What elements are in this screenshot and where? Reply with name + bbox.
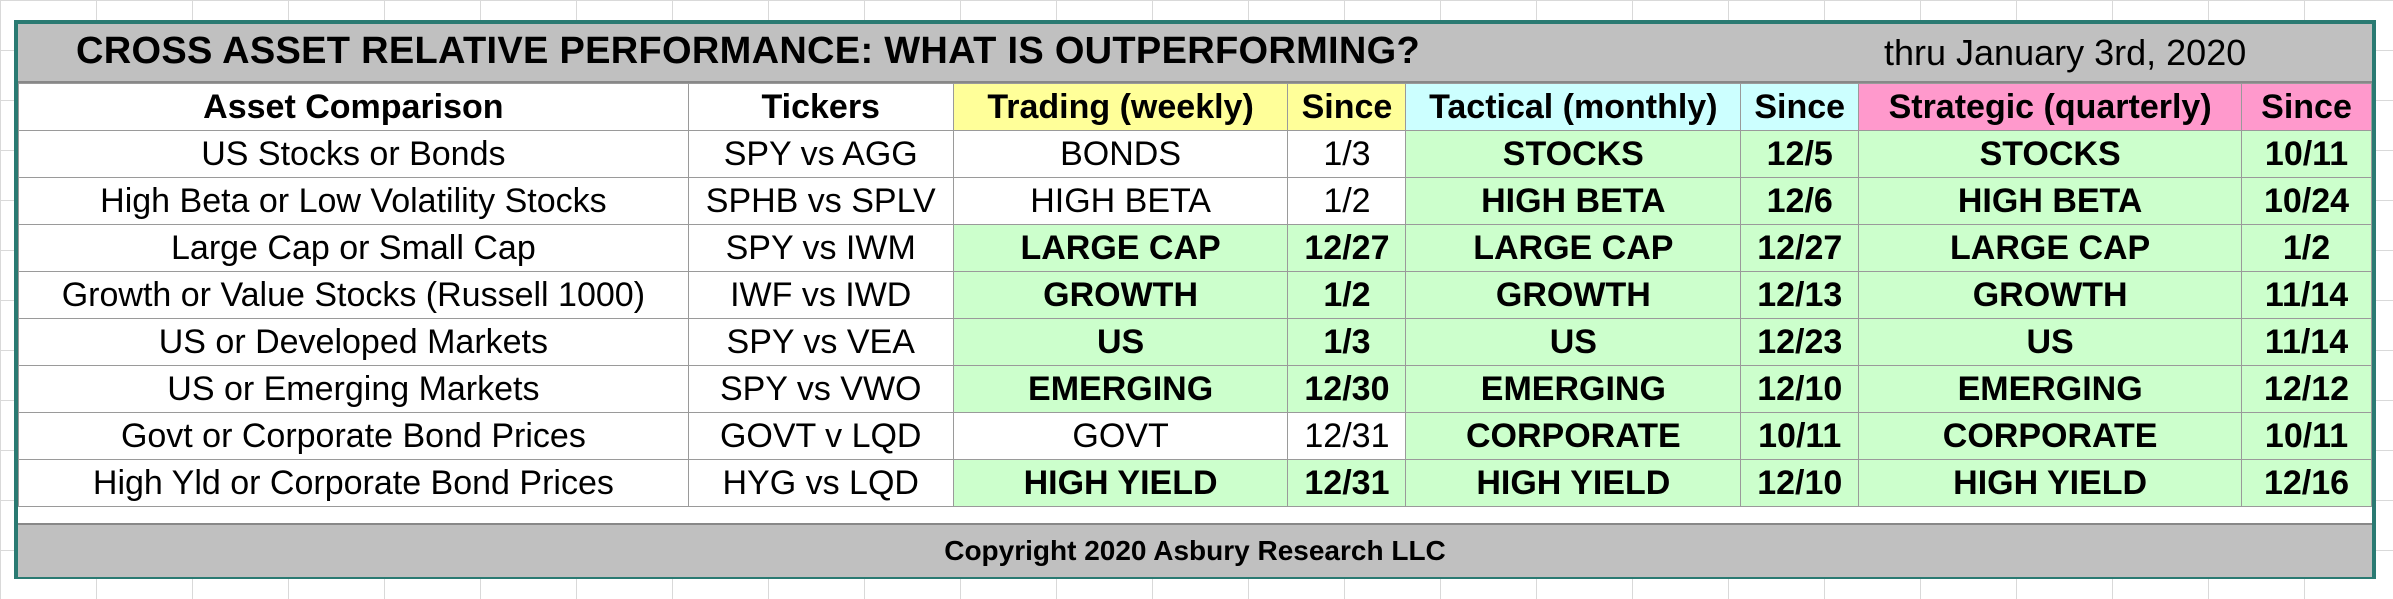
strategic-signal-cell: CORPORATE (1858, 412, 2243, 460)
performance-table: Asset Comparison Tickers Trading (weekly… (18, 83, 2372, 507)
strategic-since-cell: 1/2 (2241, 224, 2372, 272)
table-row: US or Emerging Markets SPY vs VWO EMERGING… (18, 365, 2372, 413)
title-bar: CROSS ASSET RELATIVE PERFORMANCE: WHAT I… (18, 24, 2372, 83)
tickers-cell: SPY vs VWO (687, 365, 954, 413)
header-tickers: Tickers (687, 83, 954, 131)
tactical-since-cell: 12/13 (1740, 271, 1860, 319)
asset-comparison-cell: Growth or Value Stocks (Russell 1000) (18, 271, 689, 319)
header-strategic-since: Since (2241, 83, 2372, 131)
trading-since-cell: 1/3 (1287, 130, 1407, 178)
tactical-since-cell: 12/6 (1740, 177, 1860, 225)
strategic-since-cell: 11/14 (2241, 271, 2372, 319)
tactical-since-cell: 12/10 (1740, 459, 1860, 507)
footer-bar: Copyright 2020 Asbury Research LLC (18, 523, 2372, 577)
trading-since-cell: 1/2 (1287, 271, 1407, 319)
tactical-since-cell: 12/27 (1740, 224, 1860, 272)
tickers-cell: SPY vs IWM (687, 224, 954, 272)
tickers-cell: SPHB vs SPLV (687, 177, 954, 225)
trading-signal-cell: HIGH YIELD (952, 459, 1289, 507)
asset-comparison-cell: Govt or Corporate Bond Prices (18, 412, 689, 460)
strategic-since-cell: 12/16 (2241, 459, 2372, 507)
header-row: Asset Comparison Tickers Trading (weekly… (18, 83, 2372, 131)
strategic-signal-cell: GROWTH (1858, 271, 2243, 319)
table-row: Large Cap or Small Cap SPY vs IWM LARGE CA… (18, 224, 2372, 272)
asset-comparison-cell: US or Developed Markets (18, 318, 689, 366)
table-body: US Stocks or Bonds SPY vs AGG BONDS 1/3 STOC… (18, 130, 2372, 507)
header-trading: Trading (weekly) (952, 83, 1289, 131)
trading-since-cell: 12/31 (1287, 412, 1407, 460)
strategic-since-cell: 10/24 (2241, 177, 2372, 225)
table-row: Govt or Corporate Bond Prices GOVT v LQD G… (18, 412, 2372, 460)
trading-signal-cell: EMERGING (952, 365, 1289, 413)
asset-comparison-cell: Large Cap or Small Cap (18, 224, 689, 272)
table-row: High Beta or Low Volatility Stocks SPHB v… (18, 177, 2372, 225)
table-row: US or Developed Markets SPY vs VEA US 1/3 US… (18, 318, 2372, 366)
trading-signal-cell: US (952, 318, 1289, 366)
tickers-cell: GOVT v LQD (687, 412, 954, 460)
table-row: Growth or Value Stocks (Russell 1000) IWF… (18, 271, 2372, 319)
tickers-cell: SPY vs AGG (687, 130, 954, 178)
header-tactical-since: Since (1740, 83, 1860, 131)
trading-signal-cell: GOVT (952, 412, 1289, 460)
table-row: US Stocks or Bonds SPY vs AGG BONDS 1/3 STOC… (18, 130, 2372, 178)
strategic-since-cell: 12/12 (2241, 365, 2372, 413)
trading-signal-cell: HIGH BETA (952, 177, 1289, 225)
tactical-since-cell: 12/10 (1740, 365, 1860, 413)
asset-comparison-cell: US or Emerging Markets (18, 365, 689, 413)
trading-since-cell: 1/3 (1287, 318, 1407, 366)
strategic-signal-cell: EMERGING (1858, 365, 2243, 413)
header-asset-comparison: Asset Comparison (18, 83, 689, 131)
trading-since-cell: 12/27 (1287, 224, 1407, 272)
tickers-cell: SPY vs VEA (687, 318, 954, 366)
tactical-signal-cell: LARGE CAP (1405, 224, 1742, 272)
tactical-signal-cell: EMERGING (1405, 365, 1742, 413)
header-tactical: Tactical (monthly) (1405, 83, 1742, 131)
tactical-signal-cell: US (1405, 318, 1742, 366)
performance-panel: CROSS ASSET RELATIVE PERFORMANCE: WHAT I… (14, 20, 2376, 579)
tactical-signal-cell: HIGH YIELD (1405, 459, 1742, 507)
trading-signal-cell: GROWTH (952, 271, 1289, 319)
strategic-signal-cell: US (1858, 318, 2243, 366)
as-of-date: thru January 3rd, 2020 (1884, 32, 2247, 73)
trading-since-cell: 12/30 (1287, 365, 1407, 413)
asset-comparison-cell: US Stocks or Bonds (18, 130, 689, 178)
asset-comparison-cell: High Beta or Low Volatility Stocks (18, 177, 689, 225)
trading-since-cell: 12/31 (1287, 459, 1407, 507)
strategic-since-cell: 10/11 (2241, 130, 2372, 178)
tactical-since-cell: 10/11 (1740, 412, 1860, 460)
tickers-cell: IWF vs IWD (687, 271, 954, 319)
table-row: High Yld or Corporate Bond Prices HYG vs … (18, 459, 2372, 507)
tactical-signal-cell: CORPORATE (1405, 412, 1742, 460)
asset-comparison-cell: High Yld or Corporate Bond Prices (18, 459, 689, 507)
tactical-since-cell: 12/5 (1740, 130, 1860, 178)
tactical-signal-cell: HIGH BETA (1405, 177, 1742, 225)
header-trading-since: Since (1287, 83, 1407, 131)
strategic-signal-cell: HIGH YIELD (1858, 459, 2243, 507)
trading-since-cell: 1/2 (1287, 177, 1407, 225)
tactical-signal-cell: STOCKS (1405, 130, 1742, 178)
tactical-since-cell: 12/23 (1740, 318, 1860, 366)
header-strategic: Strategic (quarterly) (1858, 83, 2243, 131)
strategic-signal-cell: HIGH BETA (1858, 177, 2243, 225)
tactical-signal-cell: GROWTH (1405, 271, 1742, 319)
strategic-since-cell: 11/14 (2241, 318, 2372, 366)
trading-signal-cell: LARGE CAP (952, 224, 1289, 272)
strategic-signal-cell: LARGE CAP (1858, 224, 2243, 272)
copyright-text: Copyright 2020 Asbury Research LLC (944, 535, 1446, 566)
page-title: CROSS ASSET RELATIVE PERFORMANCE: WHAT I… (76, 30, 1420, 72)
strategic-since-cell: 10/11 (2241, 412, 2372, 460)
tickers-cell: HYG vs LQD (687, 459, 954, 507)
trading-signal-cell: BONDS (952, 130, 1289, 178)
strategic-signal-cell: STOCKS (1858, 130, 2243, 178)
